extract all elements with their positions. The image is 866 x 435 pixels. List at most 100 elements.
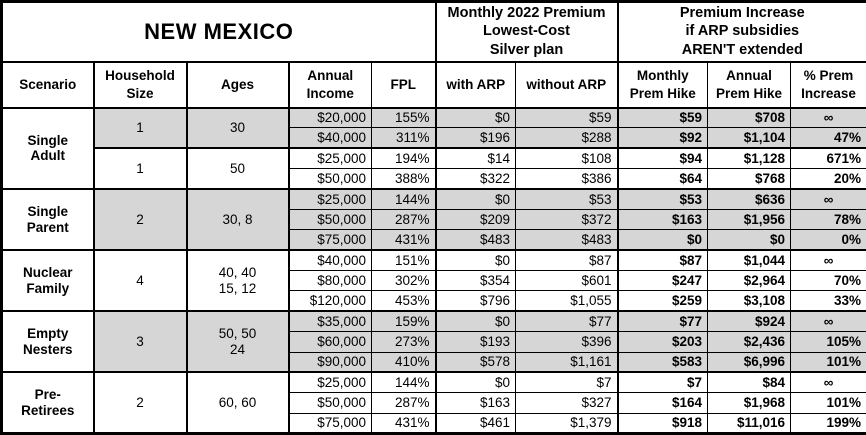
- col-header-annual-income: Annual Income: [288, 60, 372, 108]
- ages-cell: 30: [186, 106, 290, 149]
- income-cell: $60,000: [288, 331, 372, 353]
- monthly-hike-cell: $64: [617, 168, 709, 190]
- table-row: $60,000 273% $193 $396 $203 $2,436 105%: [2, 331, 866, 353]
- income-cell: $50,000: [288, 392, 372, 414]
- pct-increase-cell: 78%: [790, 208, 866, 231]
- col-header-with-arp: with ARP: [435, 60, 517, 108]
- fpl-cell: 151%: [370, 249, 437, 272]
- table-row: $40,000 311% $196 $288 $92 $1,104 47%: [2, 127, 866, 149]
- without-arp-cell: $108: [515, 147, 619, 170]
- table-row: Pre- Retirees 2 60, 60 $25,000 144% $0 $7 $7 $84…: [1, 371, 866, 435]
- fpl-cell: 144%: [370, 371, 437, 394]
- income-cell: $50,000: [288, 168, 372, 190]
- with-arp-cell: $196: [435, 127, 517, 149]
- scenario-cell: Single Parent: [1, 187, 95, 251]
- annual-hike-cell: $6,996: [707, 351, 792, 373]
- pct-increase-cell: ∞: [790, 371, 866, 394]
- monthly-hike-cell: $92: [617, 127, 709, 149]
- fpl-cell: 159%: [370, 310, 437, 333]
- monthly-hike-cell: $7: [617, 371, 709, 394]
- table-row: $75,000 431% $461 $1,379 $918 $11,016 199%: [2, 412, 866, 435]
- fpl-cell: 287%: [370, 208, 437, 231]
- col-header-without-arp: without ARP: [515, 60, 619, 108]
- without-arp-cell: $1,161: [515, 351, 619, 373]
- with-arp-cell: $322: [435, 168, 517, 190]
- household-size-cell: 1: [93, 147, 188, 190]
- pct-increase-cell: 47%: [790, 127, 866, 149]
- scenario-cell: Single Adult: [1, 106, 95, 190]
- scenario-cell: Nuclear Family: [1, 249, 95, 312]
- table-row: $50,000 287% $209 $372 $163 $1,956 78%: [2, 208, 866, 231]
- household-size-cell: 2: [93, 371, 188, 435]
- fpl-cell: 155%: [370, 106, 437, 129]
- table-title: NEW MEXICO: [0, 1, 437, 62]
- col-header-fpl: FPL: [370, 60, 437, 108]
- annual-hike-cell: $708: [707, 106, 792, 129]
- column-header-row: Scenario Household Size Ages Annual Inco…: [1, 60, 866, 108]
- income-cell: $50,000: [288, 208, 372, 231]
- fpl-cell: 194%: [370, 147, 437, 170]
- without-arp-cell: $483: [515, 229, 619, 251]
- pct-increase-cell: ∞: [790, 249, 866, 272]
- income-cell: $75,000: [288, 412, 372, 435]
- pct-increase-cell: 101%: [790, 392, 866, 414]
- monthly-hike-cell: $163: [617, 208, 709, 231]
- group-header-row: NEW MEXICO Monthly 2022 Premium Lowest-C…: [0, 1, 866, 62]
- table-row: $80,000 302% $354 $601 $247 $2,964 70%: [2, 269, 866, 292]
- table-row: 1 50 $25,000 194% $14 $108 $94 $1,128 671%: [2, 147, 866, 190]
- annual-hike-cell: $1,968: [707, 392, 792, 414]
- with-arp-cell: $483: [435, 229, 517, 251]
- monthly-hike-cell: $94: [617, 147, 709, 170]
- without-arp-cell: $59: [515, 106, 619, 129]
- group-header-increase: Premium Increase if ARP subsidies AREN'T…: [617, 1, 866, 62]
- annual-hike-cell: $768: [707, 168, 792, 190]
- annual-hike-cell: $1,044: [707, 249, 792, 272]
- fpl-cell: 388%: [370, 168, 437, 190]
- table-row: Nuclear Family 4 40, 40 15, 12 $40,000 151% $…: [1, 249, 866, 312]
- household-size-cell: 4: [93, 249, 188, 312]
- fpl-cell: 144%: [370, 187, 437, 210]
- fpl-cell: 453%: [370, 290, 437, 312]
- household-size-cell: 2: [93, 187, 188, 251]
- fpl-cell: 431%: [370, 229, 437, 251]
- table-body: Single Adult 1 30 $20,000 155% $0 $59 $59 $708 ∞ $…: [1, 106, 866, 435]
- monthly-hike-cell: $0: [617, 229, 709, 251]
- without-arp-cell: $372: [515, 208, 619, 231]
- col-header-monthly-prem-hike: Monthly Prem Hike: [617, 60, 709, 108]
- with-arp-cell: $209: [435, 208, 517, 231]
- income-cell: $20,000: [288, 106, 372, 129]
- annual-hike-cell: $1,956: [707, 208, 792, 231]
- ages-cell: 30, 8: [186, 187, 290, 251]
- table-header: NEW MEXICO Monthly 2022 Premium Lowest-C…: [0, 1, 866, 108]
- monthly-hike-cell: $259: [617, 290, 709, 312]
- fpl-cell: 410%: [370, 351, 437, 373]
- monthly-hike-cell: $203: [617, 331, 709, 353]
- scenario-cell: Pre- Retirees: [1, 371, 95, 435]
- scenario-cell: Empty Nesters: [1, 310, 95, 373]
- with-arp-cell: $163: [435, 392, 517, 414]
- fpl-cell: 431%: [370, 412, 437, 435]
- without-arp-cell: $601: [515, 269, 619, 292]
- annual-hike-cell: $1,104: [707, 127, 792, 149]
- pct-increase-cell: 199%: [790, 412, 866, 435]
- with-arp-cell: $354: [435, 269, 517, 292]
- without-arp-cell: $1,055: [515, 290, 619, 312]
- income-cell: $25,000: [288, 187, 372, 210]
- income-cell: $120,000: [288, 290, 372, 312]
- pct-increase-cell: 0%: [790, 229, 866, 251]
- monthly-hike-cell: $59: [617, 106, 709, 129]
- monthly-hike-cell: $247: [617, 269, 709, 292]
- fpl-cell: 311%: [370, 127, 437, 149]
- fpl-cell: 287%: [370, 392, 437, 414]
- table-row: Single Adult 1 30 $20,000 155% $0 $59 $59 $708 ∞: [1, 106, 866, 190]
- without-arp-cell: $386: [515, 168, 619, 190]
- pct-increase-cell: 70%: [790, 269, 866, 292]
- without-arp-cell: $396: [515, 331, 619, 353]
- income-cell: $75,000: [288, 229, 372, 251]
- col-header-household-size: Household Size: [93, 60, 188, 108]
- without-arp-cell: $53: [515, 187, 619, 210]
- table-row: $50,000 388% $322 $386 $64 $768 20%: [2, 168, 866, 190]
- col-header-annual-prem-hike: Annual Prem Hike: [707, 60, 792, 108]
